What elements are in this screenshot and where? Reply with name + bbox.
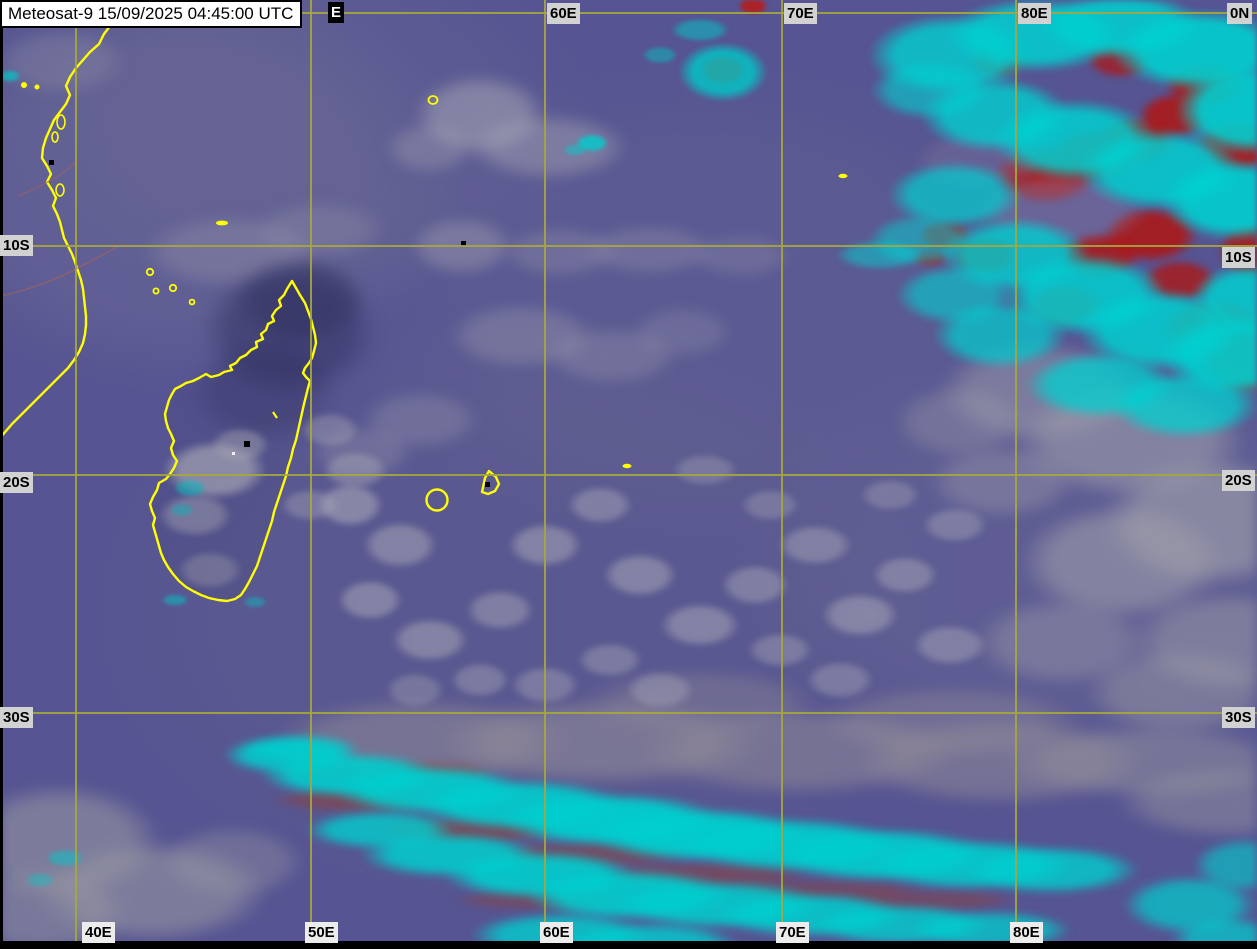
grid-label-e: E [328,2,345,23]
grid-label-20s: 20S [0,472,33,493]
grid-label-40e: 40E [82,922,115,943]
island-outline-reunion [425,488,449,512]
parallel-line-10S [0,245,1257,247]
marker-dot [461,241,466,246]
island-outline [427,95,439,105]
marker-dot [244,441,250,447]
grid-label-60e: 60E [547,3,580,24]
image-title: Meteosat-9 15/09/2025 04:45:00 UTC [0,0,303,28]
grid-label-30s: 30S [0,707,33,728]
bottom-frame-strip [0,941,1257,949]
meridian-line-60E [544,0,546,941]
meridian-line-80E [1015,0,1017,941]
meridian-line-40E [75,0,77,941]
grid-label-30s: 30S [1222,707,1255,728]
grid-label-10s: 10S [1222,247,1255,268]
madagascar-coastline [148,279,318,603]
parallel-line-0N [0,12,1257,14]
island-outline-comoros [152,287,160,295]
grid-label-50e: 50E [305,922,338,943]
grid-label-70e: 70E [784,3,817,24]
island-outline [838,173,848,179]
grid-label-70e: 70E [776,922,809,943]
parallel-line-30S [0,712,1257,714]
marker-dot-white [232,452,235,455]
island-outline [21,82,27,88]
grid-label-10s: 10S [0,235,33,256]
grid-label-20s: 20S [1222,470,1255,491]
lagoon-outline [51,131,59,143]
lagoon-outline [56,114,66,130]
island-outline [216,220,228,226]
grid-label-80e: 80E [1018,3,1051,24]
grid-label-60e: 60E [540,922,573,943]
island-outline-comoros [188,298,196,306]
parallel-line-20S [0,474,1257,476]
island-outline-rodrigues [622,463,632,469]
marker-dot [49,160,54,165]
lagoon-outline [55,183,65,197]
island-outline-comoros [145,267,155,277]
marker-dot [485,482,490,487]
island-outline [272,411,278,419]
meridian-line-50E [310,0,312,941]
grid-label-0n: 0N [1227,3,1253,24]
country-border-line [17,160,77,197]
island-outline-comoros [168,283,178,293]
island-outline-mauritius [480,469,501,496]
africa-coastline [0,0,126,439]
island-outline [34,84,40,90]
grid-label-80e: 80E [1010,922,1043,943]
country-border-line [0,246,119,297]
meridian-line-70E [781,0,783,941]
